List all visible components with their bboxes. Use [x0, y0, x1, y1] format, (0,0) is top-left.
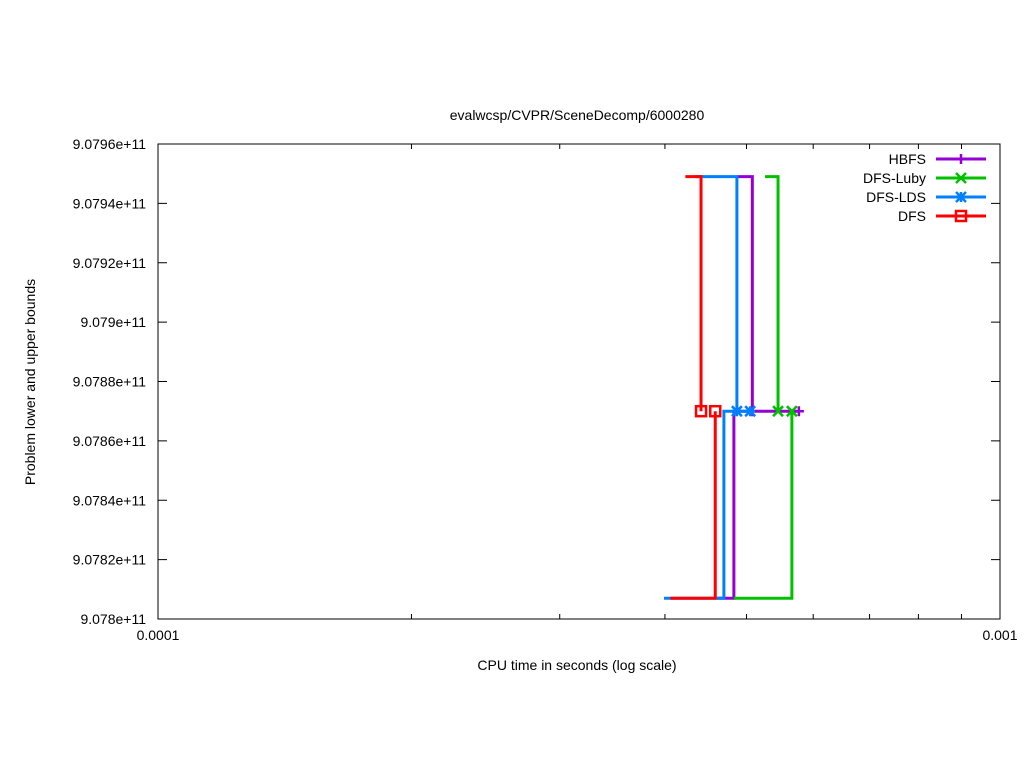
x-axis-label: CPU time in seconds (log scale) [477, 657, 676, 673]
y-tick-label: 9.0796e+11 [73, 136, 147, 152]
legend-label: DFS-Luby [863, 170, 926, 186]
legend-marker [956, 154, 966, 164]
series-dfs-luby [733, 175, 798, 600]
series-line-lower [670, 411, 717, 600]
y-tick-label: 9.0784e+11 [73, 492, 147, 508]
y-tick-label: 9.0782e+11 [73, 552, 147, 568]
series-line-upper [685, 175, 703, 412]
plot-area [664, 175, 804, 600]
y-tick-label: 9.0788e+11 [73, 374, 147, 390]
chart-title: evalwcsp/CVPR/SceneDecomp/6000280 [450, 107, 705, 123]
x-tick-label: 0.0001 [137, 627, 180, 643]
legend-label: HBFS [889, 151, 926, 167]
data-point-marker [793, 406, 804, 417]
axes: 9.078e+11 9.0782e+11 9.0784e+11 9.0786e+11 9… [73, 136, 1018, 643]
series-line-lower [664, 409, 751, 600]
legend: HBFS DFS-Luby DFS-LDS DFS [863, 151, 986, 224]
series-dfs-lds [664, 175, 757, 600]
y-tick-label: 9.0792e+11 [73, 255, 147, 271]
x-tick-label: 0.001 [982, 627, 1017, 643]
legend-marker [955, 172, 967, 184]
legend-label: DFS [898, 208, 926, 224]
legend-marker [955, 191, 967, 203]
y-tick-label: 9.078e+11 [80, 611, 146, 627]
data-point-marker [744, 405, 757, 418]
data-point-marker [694, 404, 708, 418]
series-line-lower [716, 409, 799, 600]
legend-marker [954, 209, 968, 223]
data-point-marker [708, 404, 722, 418]
y-tick-label: 9.0794e+11 [73, 195, 147, 211]
y-tick-label: 9.079e+11 [80, 314, 146, 330]
y-tick-label: 9.0786e+11 [73, 433, 147, 449]
series-line-upper [736, 175, 754, 412]
data-point-marker [785, 405, 798, 418]
series-dfs [670, 175, 722, 600]
legend-label: DFS-LDS [866, 189, 926, 205]
series-line-upper [694, 175, 739, 412]
series-line-lower [733, 411, 794, 600]
y-axis-label: Problem lower and upper bounds [22, 279, 38, 485]
series-line-upper [765, 175, 780, 412]
plot-border [157, 143, 1001, 620]
data-point-marker [772, 405, 784, 418]
